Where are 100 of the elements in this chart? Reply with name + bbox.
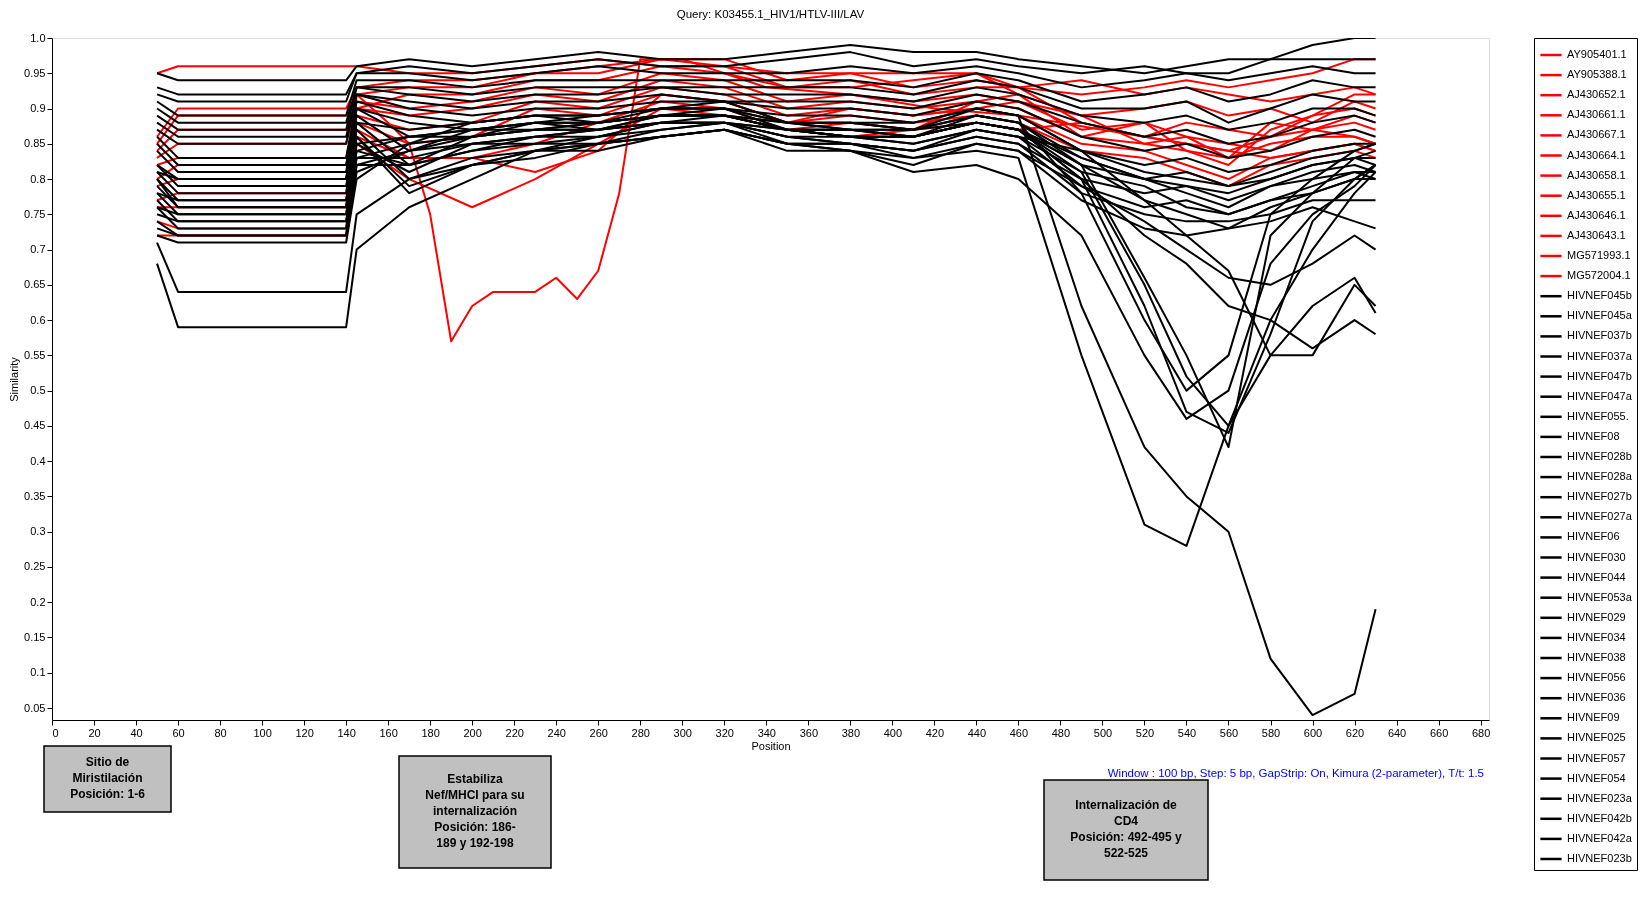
legend-label: HIVNEF028b	[1567, 450, 1632, 462]
x-axis-title: Position	[751, 739, 791, 752]
x-tick-label: 460	[1009, 726, 1029, 739]
legend-label: HIVNEF08	[1567, 429, 1620, 442]
legend-label: AJ430658.1	[1567, 168, 1626, 181]
legend-label: HIVNEF029	[1567, 610, 1626, 623]
y-tick-label: 0.9	[30, 102, 46, 115]
x-tick-label: 180	[421, 726, 440, 739]
text: Sitio de Miristilación Posición: 1-6	[70, 755, 146, 801]
y-tick-label: 0.3	[30, 525, 46, 538]
legend-label: HIVNEF025	[1567, 731, 1626, 744]
legend-label: HIVNEF057	[1567, 751, 1626, 764]
x-tick-label: 260	[589, 726, 608, 739]
legend-label: HIVNEF034	[1567, 630, 1626, 643]
legend-label: AY905388.1	[1567, 68, 1627, 81]
x-tick-label: 340	[757, 726, 776, 739]
legend-label: AJ430661.1	[1567, 108, 1626, 121]
legend-label: AJ430664.1	[1567, 148, 1626, 161]
y-tick-label: 0.45	[24, 419, 46, 432]
y-tick-label: 0.4	[30, 454, 46, 467]
y-tick-label: 1.0	[30, 31, 46, 44]
x-tick-label: 660	[1429, 726, 1449, 739]
x-tick-label: 220	[505, 726, 524, 739]
legend-label: HIVNEF047a	[1567, 389, 1633, 402]
legend-label: HIVNEF042b	[1567, 811, 1632, 824]
legend-label: AJ430652.1	[1567, 88, 1626, 101]
x-tick-label: 120	[295, 726, 314, 739]
x-tick-label: 560	[1219, 726, 1239, 739]
legend-label: MG571993.1	[1567, 249, 1631, 261]
y-tick-label: 0.85	[24, 137, 46, 150]
legend-label: HIVNEF044	[1567, 570, 1626, 583]
x-tick-label: 160	[379, 726, 398, 739]
legend-label: HIVNEF027b	[1567, 490, 1632, 503]
legend-label: HIVNEF06	[1567, 530, 1620, 543]
legend-label: AJ430646.1	[1567, 208, 1626, 221]
legend-label: HIVNEF023b	[1567, 852, 1632, 864]
legend-label: HIVNEF054	[1567, 771, 1626, 784]
y-tick-label: 0.5	[30, 384, 46, 397]
x-tick-label: 580	[1261, 726, 1281, 739]
legend-label: HIVNEF036	[1567, 691, 1626, 704]
y-tick-label: 0.15	[24, 630, 46, 643]
x-tick-label: 600	[1303, 726, 1323, 739]
y-tick-label: 0.25	[24, 560, 46, 573]
x-tick-label: 520	[1135, 726, 1155, 739]
legend-label: HIVNEF045a	[1567, 309, 1633, 322]
legend-label: HIVNEF037b	[1567, 329, 1632, 342]
y-tick-label: 0.2	[30, 595, 46, 608]
x-tick-label: 60	[172, 726, 185, 739]
text: Estabiliza Nef/MHCI para su internalización Posición: 186- 189 y 192-198	[425, 772, 525, 850]
x-tick-label: 200	[463, 726, 482, 739]
x-tick-label: 620	[1345, 726, 1365, 739]
x-tick-label: 300	[673, 726, 692, 739]
x-tick-label: 0	[52, 726, 59, 739]
y-tick-label: 0.75	[24, 207, 46, 220]
x-tick-label: 680	[1471, 726, 1491, 739]
legend-label: HIVNEF023a	[1567, 791, 1633, 804]
text: Window : 100 bp, Step: 5 bp, GapStrip: On, Kimura (2-parameter), T/t: 1.5	[1107, 767, 1484, 779]
legend-label: AJ430667.1	[1567, 128, 1626, 141]
x-tick-label: 420	[925, 726, 945, 739]
x-tick-label: 80	[214, 726, 227, 739]
y-tick-label: 0.95	[24, 66, 46, 79]
y-tick-label: 0.05	[24, 701, 46, 714]
y-tick-label: 0.35	[24, 489, 46, 502]
x-tick-label: 540	[1177, 726, 1197, 739]
x-tick-label: 100	[253, 726, 272, 739]
x-tick-label: 440	[967, 726, 987, 739]
legend-label: AJ430643.1	[1567, 228, 1626, 241]
x-tick-label: 380	[841, 726, 861, 739]
legend-label: HIVNEF027a	[1567, 510, 1633, 523]
x-tick-label: 480	[1051, 726, 1071, 739]
legend-label: HIVNEF028a	[1567, 470, 1633, 483]
chart-title: Query: K03455.1_HIV1/HTLV-III/LAV	[676, 7, 865, 20]
y-tick-label: 0.1	[30, 666, 46, 679]
legend-label: AY905401.1	[1567, 48, 1627, 60]
y-tick-label: 0.65	[24, 278, 46, 291]
legend-label: HIVNEF037a	[1567, 349, 1633, 362]
legend-label: HIVNEF045b	[1567, 289, 1632, 302]
x-tick-label: 320	[715, 726, 734, 739]
legend-label: HIVNEF056	[1567, 671, 1626, 684]
y-tick-label: 0.6	[30, 313, 46, 326]
x-tick-label: 360	[799, 726, 818, 739]
text: Internalización de CD4 Posición: 492-495 y 522-525	[1070, 798, 1183, 860]
x-tick-label: 240	[547, 726, 566, 739]
legend-label: HIVNEF09	[1567, 711, 1620, 724]
legend-label: AJ430655.1	[1567, 188, 1626, 201]
y-tick-label: 0.8	[30, 172, 46, 185]
x-tick-label: 40	[130, 726, 143, 739]
legend-label: HIVNEF030	[1567, 550, 1626, 563]
x-tick-label: 400	[883, 726, 903, 739]
y-tick-label: 0.7	[30, 243, 46, 256]
x-tick-label: 20	[88, 726, 101, 739]
x-tick-label: 640	[1387, 726, 1407, 739]
y-axis-title: Similarity	[8, 356, 21, 402]
legend-label: HIVNEF042a	[1567, 831, 1633, 844]
x-tick-label: 140	[337, 726, 356, 739]
legend-label: HIVNEF053a	[1567, 590, 1633, 603]
legend-label: HIVNEF047b	[1567, 369, 1632, 382]
legend-label: HIVNEF055.	[1567, 409, 1629, 422]
y-tick-label: 0.55	[24, 348, 46, 361]
x-tick-label: 280	[631, 726, 650, 739]
